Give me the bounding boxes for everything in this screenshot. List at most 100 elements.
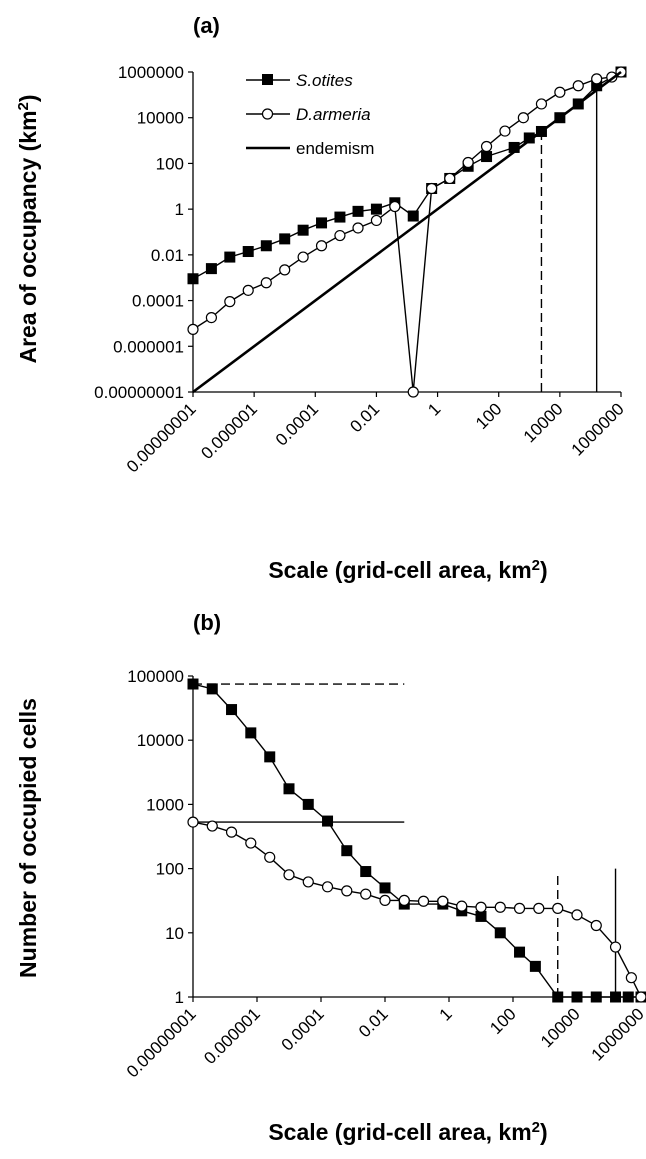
square-marker xyxy=(322,815,334,827)
circle-marker xyxy=(297,251,309,263)
square-marker xyxy=(360,866,372,878)
circle-marker xyxy=(187,323,199,335)
circle-marker xyxy=(334,229,346,242)
circle-marker xyxy=(417,895,430,907)
square-marker xyxy=(341,845,353,857)
panel-a-tick-labels: 0.000000010.0000010.00010.01110010000100… xyxy=(94,63,628,476)
y-tick-label: 100000 xyxy=(127,667,184,686)
square-marker xyxy=(279,233,291,245)
circle-marker xyxy=(389,200,401,213)
circle-marker xyxy=(242,284,254,296)
circle-marker xyxy=(625,972,637,984)
circle-marker xyxy=(513,902,526,914)
circle-marker xyxy=(224,296,236,308)
panel-b-label: (b) xyxy=(193,610,221,635)
circle-marker xyxy=(590,919,602,932)
square-marker xyxy=(475,910,487,922)
x-tick-label: 1000000 xyxy=(568,399,628,459)
square-marker xyxy=(316,217,328,229)
square-marker xyxy=(187,678,199,690)
square-marker xyxy=(494,927,506,939)
circle-marker xyxy=(635,991,646,1003)
circle-marker xyxy=(609,941,622,953)
circle-marker xyxy=(398,894,410,906)
circle-marker xyxy=(225,826,238,838)
square-marker xyxy=(552,991,564,1003)
panel-b-axes xyxy=(188,675,642,1002)
x-tick-label: 0.000001 xyxy=(197,399,261,463)
circle-marker xyxy=(554,86,566,98)
y-tick-label: 0.01 xyxy=(151,246,184,265)
panel-a-axes xyxy=(188,71,622,397)
square-marker xyxy=(297,224,309,236)
circle-marker xyxy=(379,894,391,906)
x-tick-label: 100 xyxy=(486,1004,519,1037)
x-tick-label: 0.0001 xyxy=(272,399,322,449)
square-marker xyxy=(334,211,346,223)
x-tick-label: 0.0001 xyxy=(278,1004,328,1054)
circle-marker xyxy=(283,869,295,881)
circle-marker xyxy=(494,901,506,913)
y-tick-label: 100 xyxy=(156,860,184,879)
legend-label-endemism: endemism xyxy=(296,139,374,158)
square-marker xyxy=(523,132,535,144)
circle-marker xyxy=(480,140,493,153)
circle-marker xyxy=(535,98,548,110)
square-marker xyxy=(352,205,364,217)
square-marker xyxy=(187,273,199,285)
legend: S.otites D.armeria endemism xyxy=(246,71,374,158)
y-tick-label: 1 xyxy=(175,988,184,1007)
y-tick-label: 100 xyxy=(156,154,184,173)
x-tick-label: 0.00000001 xyxy=(123,1004,200,1081)
circle-marker xyxy=(552,902,564,914)
circle-marker xyxy=(591,73,603,85)
square-marker xyxy=(206,683,218,695)
legend-label-d-armeria: D.armeria xyxy=(296,105,371,124)
panel-a-y-axis-title: Area of occupancy (km2) xyxy=(15,94,42,363)
circle-marker xyxy=(206,820,218,832)
circle-marker xyxy=(444,172,456,185)
x-tick-label: 10000 xyxy=(520,399,567,446)
circle-marker xyxy=(462,156,474,169)
circle-marker xyxy=(187,816,199,828)
circle-marker xyxy=(360,888,372,900)
square-marker xyxy=(407,210,419,222)
square-marker xyxy=(302,798,314,810)
y-tick-label: 1 xyxy=(175,200,184,219)
circle-marker xyxy=(426,182,438,195)
x-tick-label: 1 xyxy=(436,1004,456,1024)
circle-marker xyxy=(499,125,511,137)
series-line-d-armeria xyxy=(192,821,642,998)
series-line-endemism xyxy=(192,70,622,394)
square-marker xyxy=(264,751,276,763)
series-line-s-otites xyxy=(192,683,641,998)
panel-b-x-axis-title: Scale (grid-cell area, km2) xyxy=(268,1119,547,1146)
x-tick-label: 0.000001 xyxy=(200,1004,264,1068)
square-marker xyxy=(224,251,236,263)
square-marker xyxy=(260,240,272,252)
circle-marker xyxy=(279,264,291,276)
square-marker xyxy=(242,246,254,258)
legend-square-marker xyxy=(262,74,273,85)
square-marker xyxy=(591,80,603,92)
y-tick-label: 0.0001 xyxy=(132,292,184,311)
circle-marker xyxy=(302,876,314,888)
x-tick-label: 1 xyxy=(424,399,444,419)
x-tick-label: 0.01 xyxy=(346,399,383,436)
circle-marker xyxy=(321,881,334,893)
square-marker xyxy=(283,783,295,795)
circle-marker xyxy=(315,240,328,252)
square-marker xyxy=(571,991,583,1003)
circle-marker xyxy=(407,386,419,398)
y-tick-label: 0.000001 xyxy=(113,337,184,356)
panel-a-label: (a) xyxy=(193,13,220,38)
panel-a: (a) 0.000000010.0000010.00010.0111001000… xyxy=(15,13,628,583)
x-tick-label: 1000000 xyxy=(588,1004,646,1064)
series-line-s-otites xyxy=(192,71,622,280)
circle-marker xyxy=(352,222,364,234)
circle-marker xyxy=(260,277,272,289)
circle-marker xyxy=(517,112,529,124)
legend-label-s-otites: S.otites xyxy=(296,71,353,90)
